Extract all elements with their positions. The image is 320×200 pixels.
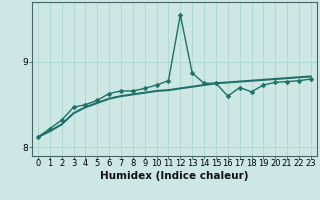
X-axis label: Humidex (Indice chaleur): Humidex (Indice chaleur) [100, 171, 249, 181]
